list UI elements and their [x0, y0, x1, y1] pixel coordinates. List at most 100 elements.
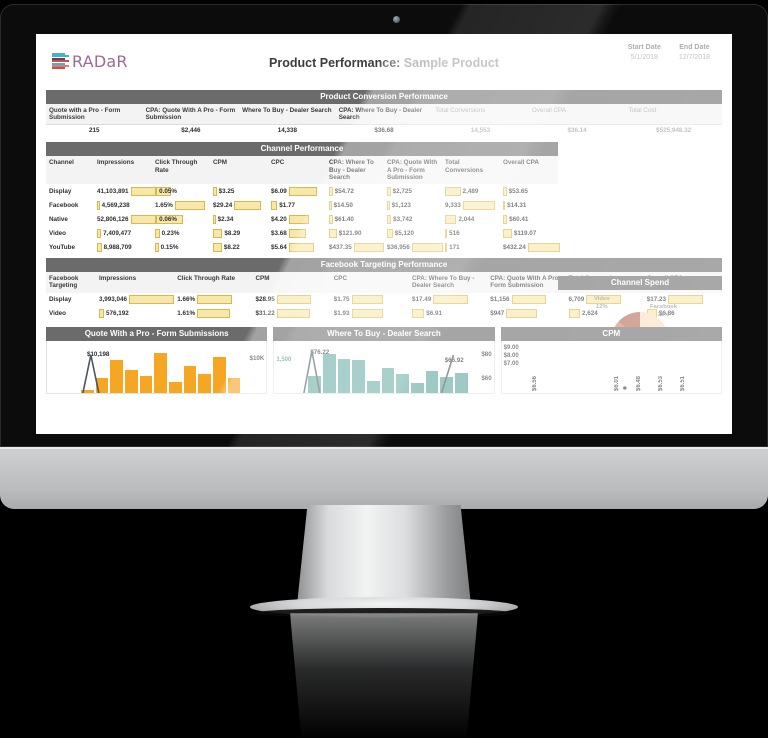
channel-spend-band-title: Channel Spend: [558, 276, 722, 291]
inline-bar: [213, 214, 216, 224]
facebook-cell-conversions: 6,709: [566, 293, 644, 307]
channel-cell-impressions: 52,806,126: [94, 212, 183, 226]
inline-bar: [197, 295, 232, 305]
table-row[interactable]: Display 41,103,891 0.05% $3.25 $6.09 $54.72 $2…: [46, 184, 558, 198]
bar: [213, 357, 226, 393]
channel-cell-ctr: 0.05%: [152, 184, 210, 198]
facebook-cell-impressions: 3,993,046: [96, 293, 174, 307]
chart-plot-cpm: $9.00 $8.00 $7.00 $6.56 $6.01 $6.48 $6.53 $6.5…: [500, 340, 722, 394]
cell-value: $1.77: [279, 201, 295, 209]
trendline-wtb: [303, 350, 455, 393]
monitor-stand-neck: [297, 505, 471, 605]
table-row[interactable]: Video 576,192 1.61% $31.22 $1.93 $6.91 $947 2,6…: [46, 307, 722, 321]
cell-value: 7,409,477: [103, 229, 132, 237]
dashboard-header: RADaR Product Performance: Sample Produc…: [36, 34, 732, 90]
stand-reflection: [290, 613, 478, 738]
table-row[interactable]: Facebook 4,569,238 1.65% $29.24 $1.77 $14.50 $…: [46, 198, 558, 212]
channel-cell-ctr: 1.65%: [152, 198, 210, 212]
monitor-screen: RADaR Product Performance: Sample Produc…: [36, 34, 732, 434]
channel-row-label: Video: [49, 229, 67, 237]
channel-cell-impressions: 8,988,709: [94, 240, 152, 254]
channel-cell-conversions: 2,044: [442, 212, 500, 226]
facebook-col-5: CPA: Where To Buy - Dealer Search: [409, 272, 488, 293]
channel-cell-ctr: 0.23%: [152, 226, 210, 240]
cell-value: $54.72: [334, 187, 354, 195]
chart-plot-quote: $10,198 $10K: [46, 340, 268, 394]
inline-bar: [412, 309, 425, 319]
channel-band-title: Channel Performance: [46, 142, 558, 157]
table-row[interactable]: Video 7,409,477 0.23% $8.29 $3.68 $121.90 $5,1…: [46, 226, 558, 240]
inline-bar: [387, 200, 390, 210]
channel-col-1: Impressions: [94, 156, 152, 185]
bar: [455, 372, 468, 393]
brand-logo[interactable]: RADaR: [52, 52, 128, 71]
cell-value: 4,569,238: [101, 201, 130, 209]
conversion-col-6: Total Cost: [625, 104, 722, 126]
y-axis-tick-quote: $10K: [249, 354, 265, 362]
facebook-col-3: CPM: [252, 272, 331, 293]
chart-title-quote: Quote With a Pro - Form Submissions: [46, 326, 268, 341]
channel-cell-ctr: 0.15%: [152, 240, 210, 254]
inline-bar: [155, 242, 159, 252]
cell-value: $17.49: [412, 296, 432, 304]
y-axis-ticks-cpm: $9.00 $8.00 $7.00: [503, 344, 519, 367]
facebook-cell-ctr: 1.66%: [174, 293, 252, 307]
conversion-value-5: $36.14: [567, 127, 587, 135]
end-date[interactable]: End Date 12/7/2018: [679, 44, 710, 61]
cell-value: $1,123: [391, 201, 411, 209]
conversion-col-4: Total Conversions: [432, 104, 529, 126]
scatter-cpm: [622, 386, 627, 390]
bar: [337, 358, 351, 393]
inline-bar: [276, 309, 310, 319]
cell-value: $3.25: [218, 187, 235, 195]
cell-value: $947: [490, 310, 505, 318]
cell-value: $432.24: [503, 243, 526, 251]
channel-cell-ctr: 0.06%: [152, 212, 210, 226]
inline-bar: [511, 295, 547, 305]
cell-value: $36,956: [387, 243, 410, 251]
cell-value: $6.09: [271, 187, 287, 195]
facebook-cell-cpa_wtb: $17.49: [409, 293, 487, 307]
bar: [169, 381, 182, 393]
inline-bar: [234, 200, 262, 210]
bar: [425, 370, 439, 393]
cell-value: $17.23: [646, 296, 667, 304]
page-title-product: Sample Product: [403, 56, 499, 70]
inline-bar: [99, 309, 105, 319]
monitor-chin: [0, 447, 768, 509]
bar: [81, 390, 94, 393]
conversion-value-6: $525,948.32: [656, 127, 692, 135]
table-row[interactable]: Display 3,993,046 1.66% $28.95 $1.75 $17.49 $1…: [46, 293, 722, 307]
inline-bar: [155, 214, 158, 224]
conversion-value-row: 215 $2,446 14,338 $36.68 14,553 $36.14 $525,94…: [46, 125, 722, 137]
channel-col-4: CPC: [268, 156, 326, 185]
cell-value: 171: [449, 243, 460, 251]
channel-cell-cpa_wtb: $121.90: [326, 226, 384, 240]
data-label-wtb-right: $66.92: [444, 356, 464, 364]
table-row[interactable]: Native 52,806,126 0.06% $2.34 $4.20 $61.40 $3,…: [46, 212, 558, 226]
channel-cell-impressions: 41,103,891: [94, 184, 172, 198]
channel-cell-cpa_wtb: $437.35: [326, 240, 384, 254]
cell-value: $5,120: [394, 229, 414, 237]
inline-bar: [97, 228, 102, 238]
bar: [110, 359, 124, 393]
channel-cell-conversions: 2,489: [442, 184, 500, 198]
inline-bar: [586, 295, 621, 305]
chart-panel-quote-form-submissions: Quote With a Pro - Form Submissions $10,…: [46, 326, 268, 394]
start-date[interactable]: Start Date 5/1/2018: [628, 44, 661, 61]
facebook-cell-cpa_wtb: $6.91: [409, 307, 487, 321]
y-axis-tick-wtb-80: $80: [481, 350, 492, 358]
table-row[interactable]: YouTube 8,988,709 0.15% $8.22 $5.64 $437.35 $3…: [46, 240, 560, 254]
inline-bar: [433, 295, 468, 305]
inline-bar: [462, 200, 495, 210]
channel-col-6: CPA: Quote With A Pro - Form Submission: [384, 156, 442, 185]
inline-bar: [445, 228, 448, 238]
inline-bar: [288, 214, 309, 224]
bar: [125, 369, 138, 393]
inline-bar: [213, 228, 223, 238]
cell-value: $121.90: [338, 229, 362, 237]
channel-cell-cpm: $8.22: [210, 240, 268, 254]
conversion-col-3: CPA: Where To Buy - Dealer Search: [335, 104, 433, 126]
inline-bar: [387, 186, 391, 196]
bottom-chart-panels: Quote With a Pro - Form Submissions $10,…: [46, 326, 722, 394]
